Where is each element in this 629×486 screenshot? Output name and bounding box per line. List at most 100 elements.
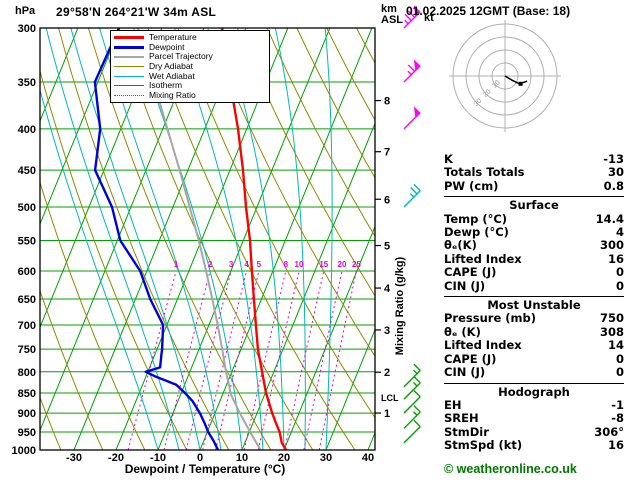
legend-label: Dewpoint [149, 41, 185, 52]
svg-text:500: 500 [18, 202, 36, 214]
legend-item: Dewpoint [114, 41, 266, 53]
index-label: StmDir [444, 424, 489, 439]
legend-label: Dry Adiabat [149, 61, 193, 72]
svg-text:8: 8 [284, 260, 289, 269]
svg-text:40: 40 [362, 452, 374, 464]
index-row: StmDir 306° [444, 424, 624, 439]
svg-text:10: 10 [236, 452, 248, 464]
legend-label: Wet Adiabat [149, 70, 195, 81]
index-value: 750 [599, 311, 624, 326]
legend-item: Temperature [114, 33, 266, 43]
svg-text:900: 900 [18, 408, 36, 420]
legend-item: Mixing Ratio [114, 90, 266, 101]
legend-label: Parcel Trajectory [149, 51, 213, 62]
svg-text:1: 1 [384, 408, 390, 420]
index-label: StmSpd (kt) [444, 438, 523, 453]
skewt-chart: 1 2 3 4 5 8 10 15 20 2530035040045050055060065070… [12, 5, 421, 464]
svg-text:20: 20 [278, 452, 290, 464]
index-value: 0.8 [603, 178, 624, 193]
section-title: Hodograph [498, 384, 570, 399]
svg-text:7: 7 [384, 147, 390, 159]
legend-swatch [114, 75, 144, 77]
svg-text:450: 450 [18, 165, 36, 177]
section-divider [444, 296, 624, 298]
legend-swatch [114, 85, 144, 87]
svg-text:2: 2 [384, 367, 390, 379]
index-value: 16 [607, 251, 624, 266]
index-row: θₑ (K) 308 [444, 324, 624, 339]
index-row: StmSpd (kt) 16 [444, 438, 624, 453]
svg-text:5: 5 [384, 241, 390, 253]
index-value: 4 [615, 225, 624, 240]
legend-swatch [114, 94, 144, 96]
legend-label: Temperature [149, 32, 197, 43]
x-axis-title: Dewpoint / Temperature (°C) [124, 462, 286, 476]
index-label: CIN (J) [444, 365, 486, 380]
index-label: Pressure (mb) [444, 311, 536, 326]
legend-item: Parcel Trajectory [114, 52, 266, 62]
index-value: 300 [599, 238, 624, 253]
index-value: 306° [594, 424, 624, 439]
index-value: 14.4 [595, 211, 624, 226]
index-row: Temp (°C) 14.4 [444, 211, 624, 226]
index-row: Lifted Index 14 [444, 338, 624, 353]
index-label: PW (cm) [444, 178, 499, 193]
station-title: 29°58'N 264°21'W 34m ASL [56, 5, 217, 19]
index-label: SREH [444, 411, 479, 426]
index-value: 16 [607, 438, 624, 453]
copyright: © weatheronline.co.uk [444, 462, 577, 476]
index-row: CIN (J) 0 [444, 278, 624, 293]
index-row: CAPE (J) 0 [444, 265, 624, 280]
svg-text:750: 750 [18, 344, 36, 356]
svg-text:600: 600 [18, 266, 36, 278]
index-value: 0 [615, 278, 624, 293]
index-row: Lifted Index 16 [444, 251, 624, 266]
legend-swatch [114, 45, 144, 49]
svg-text:8: 8 [384, 96, 390, 108]
svg-text:0: 0 [197, 452, 203, 464]
index-label: θₑ(K) [444, 238, 477, 253]
svg-text:30: 30 [473, 97, 484, 108]
svg-text:2: 2 [208, 260, 213, 269]
index-value: 0 [615, 365, 624, 380]
index-label: CIN (J) [444, 278, 486, 293]
svg-text:20: 20 [482, 88, 493, 99]
svg-text:3: 3 [384, 325, 390, 337]
index-value: 0 [615, 265, 624, 280]
svg-text:950: 950 [18, 427, 36, 439]
datetime-title: 01.02.2025 12GMT (Base: 18) [406, 4, 571, 18]
svg-text:6: 6 [384, 194, 390, 206]
index-value: -8 [611, 411, 624, 426]
index-row: EH -1 [444, 398, 624, 412]
altitude-axis-unit: km ASL [381, 3, 403, 26]
index-value: -13 [603, 152, 624, 166]
index-label: Temp (°C) [444, 211, 508, 226]
svg-text:400: 400 [18, 124, 36, 136]
index-label: Totals Totals [444, 165, 525, 180]
index-label: Dewp (°C) [444, 225, 509, 240]
index-value: 0 [615, 351, 624, 366]
pressure-axis-unit: hPa [15, 5, 36, 17]
index-row: Dewp (°C) 4 [444, 225, 624, 240]
svg-text:550: 550 [18, 235, 36, 247]
index-label: θₑ (K) [444, 324, 481, 339]
section-divider [444, 196, 624, 198]
mixing-ratio-axis-title: Mixing Ratio (g/kg) [394, 256, 406, 356]
index-value: 14 [607, 338, 624, 353]
section-title: Surface [509, 198, 559, 213]
index-row: Pressure (mb) 750 [444, 311, 624, 326]
index-row: θₑ(K) 300 [444, 238, 624, 253]
index-label: CAPE (J) [444, 265, 497, 280]
svg-text:25: 25 [352, 260, 361, 269]
index-value: 30 [607, 165, 624, 180]
svg-text:300: 300 [18, 23, 36, 35]
svg-text:4: 4 [384, 283, 391, 295]
svg-text:800: 800 [18, 367, 36, 379]
index-row: SREH -8 [444, 411, 624, 426]
index-row: CAPE (J) 0 [444, 351, 624, 366]
index-label: CAPE (J) [444, 351, 497, 366]
svg-text:-20: -20 [108, 452, 124, 464]
svg-text:650: 650 [18, 294, 36, 306]
svg-text:10: 10 [491, 79, 502, 90]
